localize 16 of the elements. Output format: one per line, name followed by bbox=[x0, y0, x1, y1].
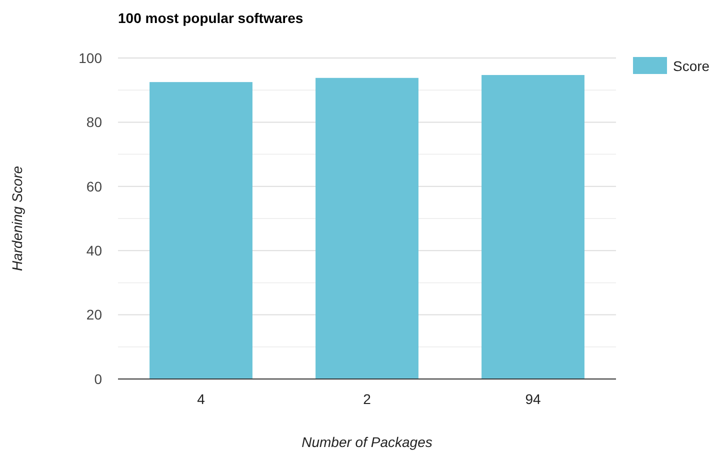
y-tick-label: 0 bbox=[94, 370, 102, 387]
y-tick-label: 40 bbox=[86, 242, 102, 258]
chart-title: 100 most popular softwares bbox=[118, 10, 304, 26]
y-tick-label: 80 bbox=[86, 114, 102, 130]
y-tick-label: 20 bbox=[86, 306, 102, 323]
x-tick-label: 4 bbox=[197, 391, 206, 407]
bar bbox=[482, 75, 584, 379]
x-tick-label: 94 bbox=[525, 391, 541, 407]
bar bbox=[150, 82, 252, 379]
bar bbox=[316, 78, 418, 379]
x-tick-label: 2 bbox=[363, 391, 372, 407]
x-axis-title: Number of Packages bbox=[302, 434, 432, 450]
y-axis-title: Hardening Score bbox=[9, 166, 25, 272]
y-tick-label: 60 bbox=[86, 178, 102, 194]
legend-label: Score bbox=[673, 58, 710, 74]
y-tick-label: 100 bbox=[78, 50, 102, 66]
